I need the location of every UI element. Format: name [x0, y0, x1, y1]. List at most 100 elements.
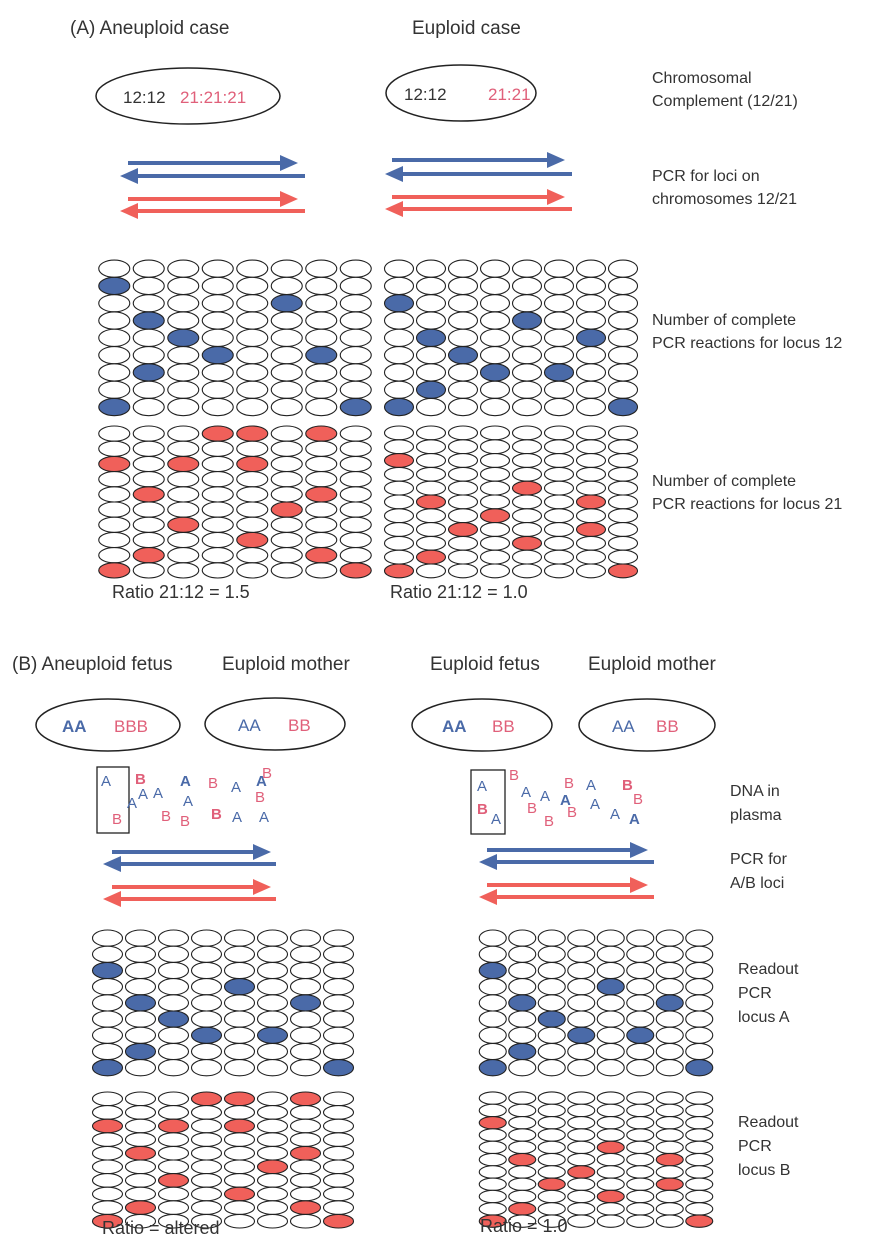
reaction-well-empty	[236, 259, 269, 278]
reaction-well-empty	[157, 1200, 190, 1215]
reaction-well-empty	[190, 1105, 223, 1120]
reaction-well-empty	[124, 1186, 157, 1202]
reaction-well-empty	[383, 363, 415, 382]
reaction-well-empty	[655, 1010, 684, 1028]
reaction-well-empty	[256, 1132, 289, 1147]
label-complement-1: Chromosomal	[652, 70, 752, 87]
reaction-well-empty	[567, 1128, 596, 1142]
reaction-well-empty	[537, 1059, 566, 1077]
reaction-well-empty	[478, 1103, 507, 1118]
reaction-well-empty	[167, 562, 200, 579]
reaction-well-empty	[655, 1103, 684, 1118]
reaction-well-empty	[537, 1042, 566, 1061]
reaction-well-positive	[339, 397, 372, 417]
reaction-well-positive	[447, 522, 479, 537]
label-readA-1: Readout	[738, 961, 799, 978]
reaction-well-empty	[289, 1159, 322, 1175]
reaction-well-empty	[685, 1128, 714, 1142]
reaction-well-positive	[223, 1091, 256, 1107]
reaction-well-empty	[626, 1202, 655, 1216]
reaction-well-empty	[256, 1091, 289, 1107]
reaction-well-empty	[607, 535, 639, 551]
reaction-well-empty	[655, 978, 684, 996]
reaction-well-empty	[167, 425, 200, 442]
reaction-well-positive	[575, 522, 607, 537]
reaction-well-empty	[256, 1042, 289, 1061]
label-locus21-1: Number of complete	[652, 473, 796, 490]
reaction-well-empty	[305, 363, 338, 382]
pcr-arrows-b-left	[103, 844, 276, 907]
reaction-well-positive	[511, 535, 543, 551]
reaction-well-positive	[132, 311, 165, 330]
plasma-letter: A	[540, 788, 550, 805]
reaction-well-positive	[339, 562, 372, 579]
reaction-well-empty	[537, 994, 566, 1012]
reaction-well-empty	[567, 961, 596, 980]
reaction-well-empty	[98, 547, 131, 564]
reaction-well-positive	[537, 1010, 566, 1028]
reaction-well-empty	[305, 471, 338, 488]
reaction-well-empty	[596, 1214, 625, 1228]
reaction-well-positive	[289, 1145, 322, 1161]
reaction-well-empty	[98, 363, 131, 382]
reaction-well-empty	[201, 311, 234, 330]
reaction-well-empty	[124, 978, 157, 996]
reaction-well-empty	[270, 259, 303, 278]
reaction-well-empty	[596, 1059, 625, 1077]
reaction-well-positive	[478, 1214, 507, 1228]
reaction-well-empty	[543, 508, 575, 524]
reaction-well-empty	[537, 1189, 566, 1204]
reaction-well-empty	[339, 440, 372, 457]
reaction-well-empty	[98, 345, 131, 365]
ratio-b-euploid: Ratio = 1.0	[480, 1216, 568, 1236]
reaction-well-empty	[447, 480, 479, 496]
reaction-well-empty	[270, 311, 303, 330]
reaction-well-positive	[511, 311, 543, 330]
reaction-well-empty	[190, 1145, 223, 1161]
reaction-well-empty	[543, 259, 575, 278]
reaction-well-empty	[479, 259, 511, 278]
reaction-well-empty	[157, 1042, 190, 1061]
reaction-well-empty	[596, 1116, 625, 1130]
reaction-well-empty	[383, 480, 415, 496]
reaction-well-empty	[537, 1128, 566, 1142]
reaction-well-empty	[607, 294, 639, 313]
reaction-well-empty	[157, 929, 190, 947]
reaction-well-empty	[305, 294, 338, 313]
reaction-well-empty	[383, 508, 415, 524]
reaction-well-empty	[270, 328, 303, 348]
reaction-well-positive	[256, 1026, 289, 1044]
reaction-well-empty	[256, 1186, 289, 1202]
reaction-well-empty	[339, 345, 372, 365]
reaction-well-empty	[626, 1103, 655, 1118]
reaction-well-empty	[322, 1145, 355, 1161]
reaction-well-empty	[132, 501, 165, 518]
reaction-well-empty	[132, 345, 165, 365]
reaction-well-empty	[626, 1152, 655, 1167]
aneuploid-fetus-ellipse	[35, 698, 181, 752]
reaction-well-empty	[132, 294, 165, 313]
reaction-well-empty	[567, 945, 596, 963]
plasma-letter: B	[208, 775, 218, 792]
reaction-well-empty	[98, 311, 131, 330]
reaction-well-empty	[415, 563, 447, 579]
euploid-fetus-aa: AA	[442, 717, 467, 736]
reaction-well-empty	[157, 994, 190, 1012]
reaction-well-empty	[655, 1042, 684, 1061]
mother-right-bb: BB	[656, 717, 679, 736]
reaction-well-empty	[223, 945, 256, 963]
reaction-well-positive	[98, 276, 131, 296]
reaction-well-empty	[236, 440, 269, 457]
reaction-well-empty	[201, 440, 234, 457]
reaction-well-empty	[270, 397, 303, 417]
reaction-well-empty	[567, 1010, 596, 1028]
reaction-well-empty	[575, 453, 607, 468]
reaction-well-positive	[236, 455, 269, 473]
plasma-letter: A	[153, 785, 163, 802]
reaction-well-empty	[543, 439, 575, 455]
reaction-well-empty	[511, 345, 543, 365]
reaction-well-empty	[236, 380, 269, 399]
reaction-well-positive	[508, 1042, 537, 1061]
reaction-well-empty	[339, 471, 372, 488]
